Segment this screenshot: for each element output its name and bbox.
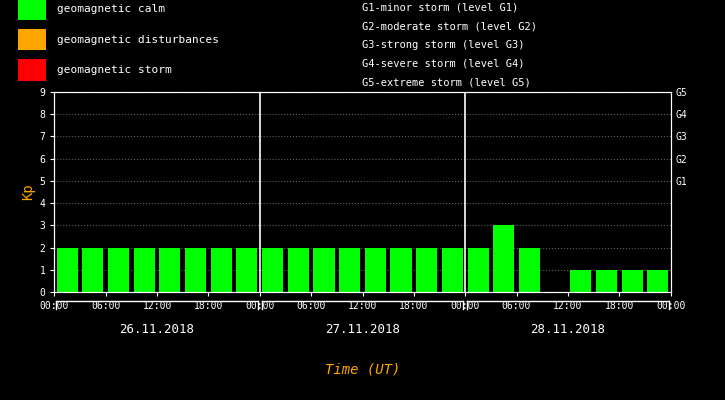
Bar bbox=[18, 59, 46, 81]
Text: G3-strong storm (level G3): G3-strong storm (level G3) bbox=[362, 40, 525, 50]
Bar bbox=[416, 248, 437, 292]
Bar bbox=[468, 248, 489, 292]
Bar bbox=[365, 248, 386, 292]
Y-axis label: Kp: Kp bbox=[21, 184, 36, 200]
Bar bbox=[391, 248, 412, 292]
Bar bbox=[160, 248, 181, 292]
Bar bbox=[108, 248, 129, 292]
Bar bbox=[493, 225, 514, 292]
Text: G1-minor storm (level G1): G1-minor storm (level G1) bbox=[362, 2, 519, 12]
Bar bbox=[313, 248, 334, 292]
Text: Time (UT): Time (UT) bbox=[325, 362, 400, 377]
Bar bbox=[288, 248, 309, 292]
Bar bbox=[262, 248, 283, 292]
Text: geomagnetic calm: geomagnetic calm bbox=[57, 4, 165, 14]
Bar bbox=[519, 248, 540, 292]
Bar bbox=[442, 248, 463, 292]
Bar bbox=[18, 0, 46, 20]
Bar bbox=[133, 248, 154, 292]
Text: G4-severe storm (level G4): G4-severe storm (level G4) bbox=[362, 59, 525, 69]
Bar bbox=[621, 270, 642, 292]
Bar bbox=[647, 270, 668, 292]
Bar bbox=[236, 248, 257, 292]
Text: geomagnetic storm: geomagnetic storm bbox=[57, 65, 171, 75]
Bar bbox=[211, 248, 232, 292]
Bar bbox=[18, 29, 46, 50]
Bar bbox=[57, 248, 78, 292]
Bar bbox=[185, 248, 206, 292]
Bar bbox=[596, 270, 617, 292]
Text: G5-extreme storm (level G5): G5-extreme storm (level G5) bbox=[362, 78, 531, 88]
Text: 26.11.2018: 26.11.2018 bbox=[120, 323, 194, 336]
Bar bbox=[339, 248, 360, 292]
Text: 27.11.2018: 27.11.2018 bbox=[325, 323, 400, 336]
Text: G2-moderate storm (level G2): G2-moderate storm (level G2) bbox=[362, 21, 537, 31]
Bar bbox=[83, 248, 104, 292]
Text: geomagnetic disturbances: geomagnetic disturbances bbox=[57, 35, 218, 45]
Bar bbox=[571, 270, 592, 292]
Text: 28.11.2018: 28.11.2018 bbox=[531, 323, 605, 336]
